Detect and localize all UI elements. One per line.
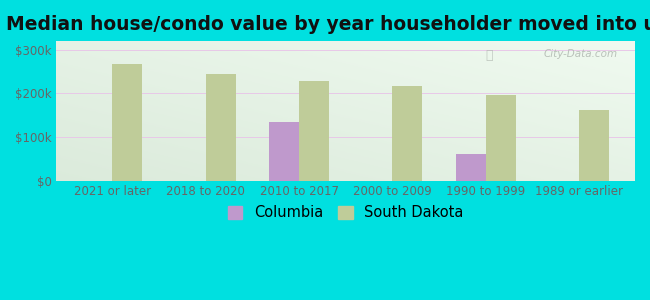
Bar <box>206 74 236 181</box>
Bar <box>456 154 486 181</box>
Title: Median house/condo value by year householder moved into unit: Median house/condo value by year househo… <box>6 15 650 34</box>
Bar <box>269 122 299 181</box>
Text: City-Data.com: City-Data.com <box>543 50 618 59</box>
Bar <box>112 64 142 181</box>
Bar <box>579 110 609 181</box>
Bar <box>486 95 515 181</box>
Text: ⓘ: ⓘ <box>486 50 493 62</box>
Bar <box>393 85 422 181</box>
Bar <box>299 81 329 181</box>
Legend: Columbia, South Dakota: Columbia, South Dakota <box>222 200 469 226</box>
